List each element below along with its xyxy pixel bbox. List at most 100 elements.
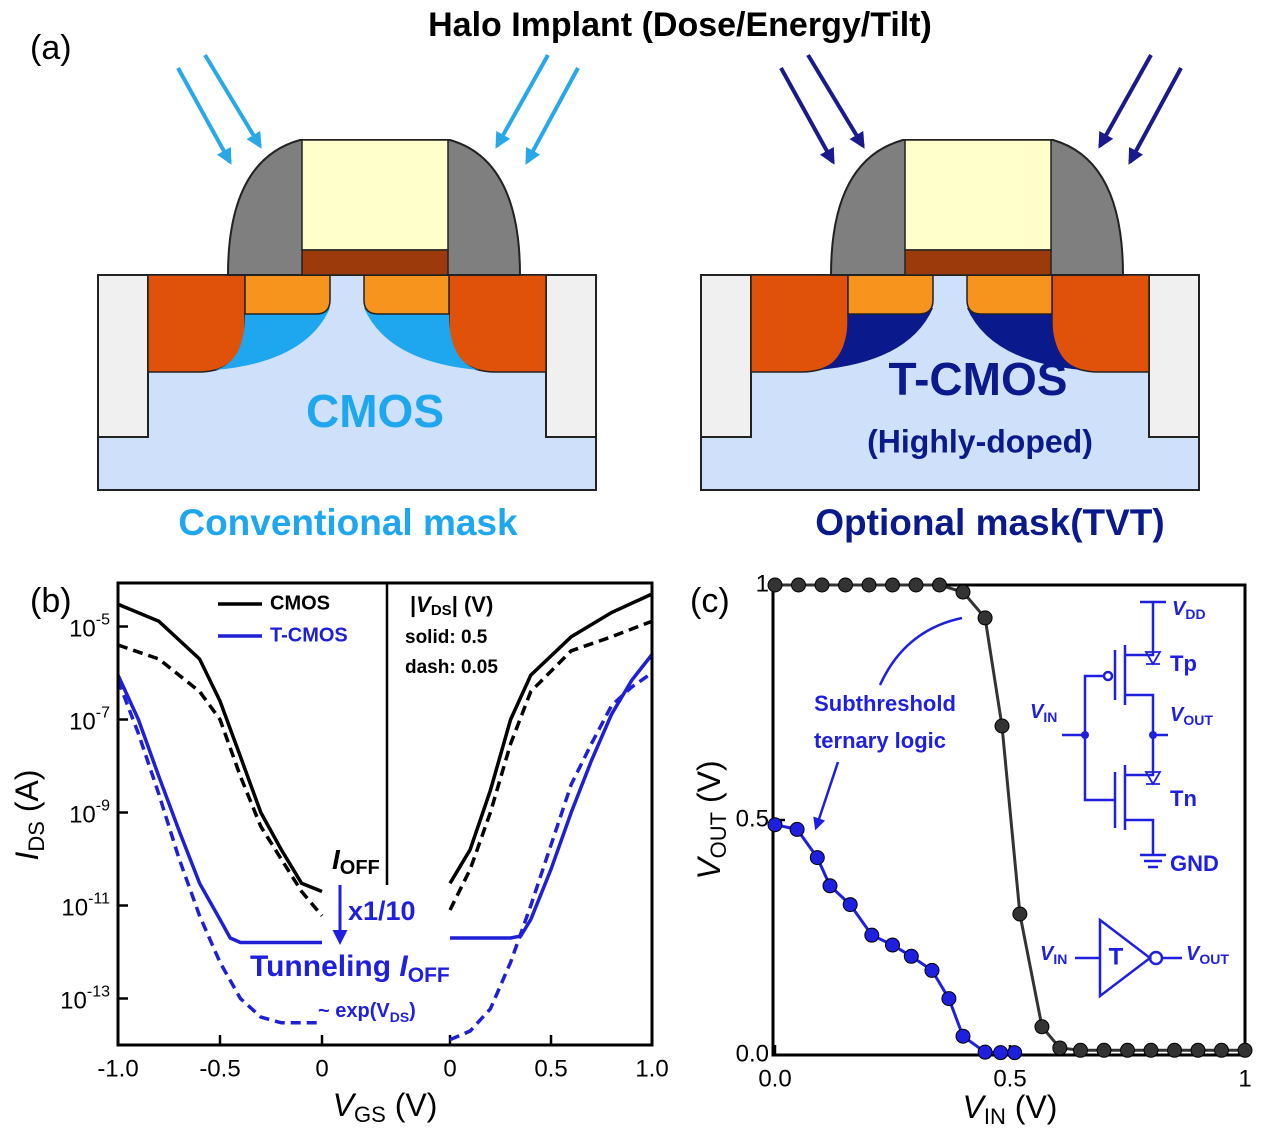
curve [448,619,653,911]
marker [1096,1042,1112,1058]
curve [116,674,322,945]
annotation: ternary logic [814,728,946,753]
y-axis-label: IDS (A) [9,770,48,861]
legend-note: dash: 0.05 [405,657,498,678]
marker [885,937,900,953]
marker [1012,906,1028,922]
curve [775,583,1245,1052]
marker [1034,1019,1050,1035]
marker [885,577,900,593]
plot-frame [116,581,654,1047]
marker [924,962,940,978]
x-tick-label: 0.5 [993,1065,1026,1092]
implant-arrows [176,53,580,165]
tick-exponent: -9 [96,798,110,815]
y-tick-label: 10-13 [60,984,110,1015]
marker [864,927,880,943]
chart-c: (c) VIN (V) VOUT (V) Subthreshold ternar… [690,570,1253,1129]
marker [767,817,783,833]
title: Halo Implant (Dose/Energy/Tilt) [428,6,932,44]
legend-label: CMOS [270,592,330,614]
circuit-label: GND [1170,851,1219,876]
marker [1143,1042,1159,1058]
chart-b: (b) |VDS| (V) solid: 0.5 dash: 0.05 IOFF… [9,581,669,1127]
marker [767,577,783,593]
x-tick-label: 0.0 [758,1065,791,1092]
y-tick-label: 0.0 [736,1040,769,1067]
caption: Conventional mask [178,502,518,543]
tick-base: 10 [61,895,88,922]
tick-exponent: -5 [96,612,110,629]
curve [449,671,653,1042]
marker [903,948,919,964]
marker [1052,1040,1068,1056]
marker [908,577,924,593]
marker [1007,1045,1023,1061]
marker [814,577,830,593]
circuit-label: VIN [1040,943,1067,966]
legend-title: |VDS| (V) [410,592,493,619]
x-tick-label: 1 [1238,1065,1251,1092]
annotation: IOFF [332,844,380,879]
arrow [813,761,840,831]
circuit-label: VOUT [1170,704,1213,727]
x-tick-label: -1.0 [97,1055,138,1082]
device-cmos [98,140,596,490]
curve [117,602,323,894]
marker [994,718,1010,734]
panel-label: (a) [30,29,72,67]
device-note: (Highly-doped) [867,423,1093,459]
marker [838,577,853,593]
tick-exponent: -7 [96,705,110,722]
tick-base: 10 [60,988,87,1015]
device-label: T-CMOS [889,353,1068,405]
device-label: CMOS [306,385,444,437]
circuit-label: Tp [1170,651,1197,676]
y-axis-label: VOUT (V) [691,760,730,879]
tick-base: 10 [69,802,96,829]
curve [117,643,324,917]
curve [116,679,322,1025]
marker [1237,1042,1253,1058]
marker [789,821,805,837]
x-tick-label: 0.5 [534,1055,567,1082]
x-tick-label: -0.5 [199,1055,240,1082]
marker [955,1028,971,1044]
circuit-label: VOUT [1186,943,1229,966]
marker [977,610,993,626]
x-tick-label: 1.0 [635,1055,668,1082]
marker [842,897,858,913]
implant-arrows [779,53,1183,165]
panel-label: (b) [30,582,72,620]
y-tick-label: 10-5 [69,612,110,643]
marker [861,577,877,593]
marker [1167,1042,1182,1058]
circuit-label: T [1109,943,1124,970]
annotation: Tunneling IOFF [250,950,450,987]
marker [1073,1042,1088,1058]
node [1149,731,1157,739]
legend-note: solid: 0.5 [405,627,488,648]
annotation: Subthreshold [814,691,956,716]
marker [955,584,971,600]
y-tick-label: 10-11 [61,891,110,922]
tick-base: 10 [69,709,96,736]
annotation: ~ exp(VDS) [318,1000,416,1024]
marker [1120,1042,1135,1058]
circuit-label: Tn [1170,786,1197,811]
x-tick-label: 0 [315,1055,328,1082]
marker [809,850,825,866]
marker [1190,1042,1206,1058]
circuit [1062,600,1182,999]
marker [941,991,957,1007]
x-axis-label: VIN (V) [963,1089,1058,1128]
annotation: x1/10 [348,896,416,926]
marker [977,1044,993,1060]
x-axis-label: VGS (V) [333,1087,438,1126]
tick-exponent: -13 [87,984,110,1001]
y-tick-label: 10-9 [69,798,110,829]
marker [993,1045,1009,1061]
tick-base: 10 [69,616,96,643]
legend-label: T-CMOS [270,624,348,646]
y-tick-label: 1 [756,570,769,597]
